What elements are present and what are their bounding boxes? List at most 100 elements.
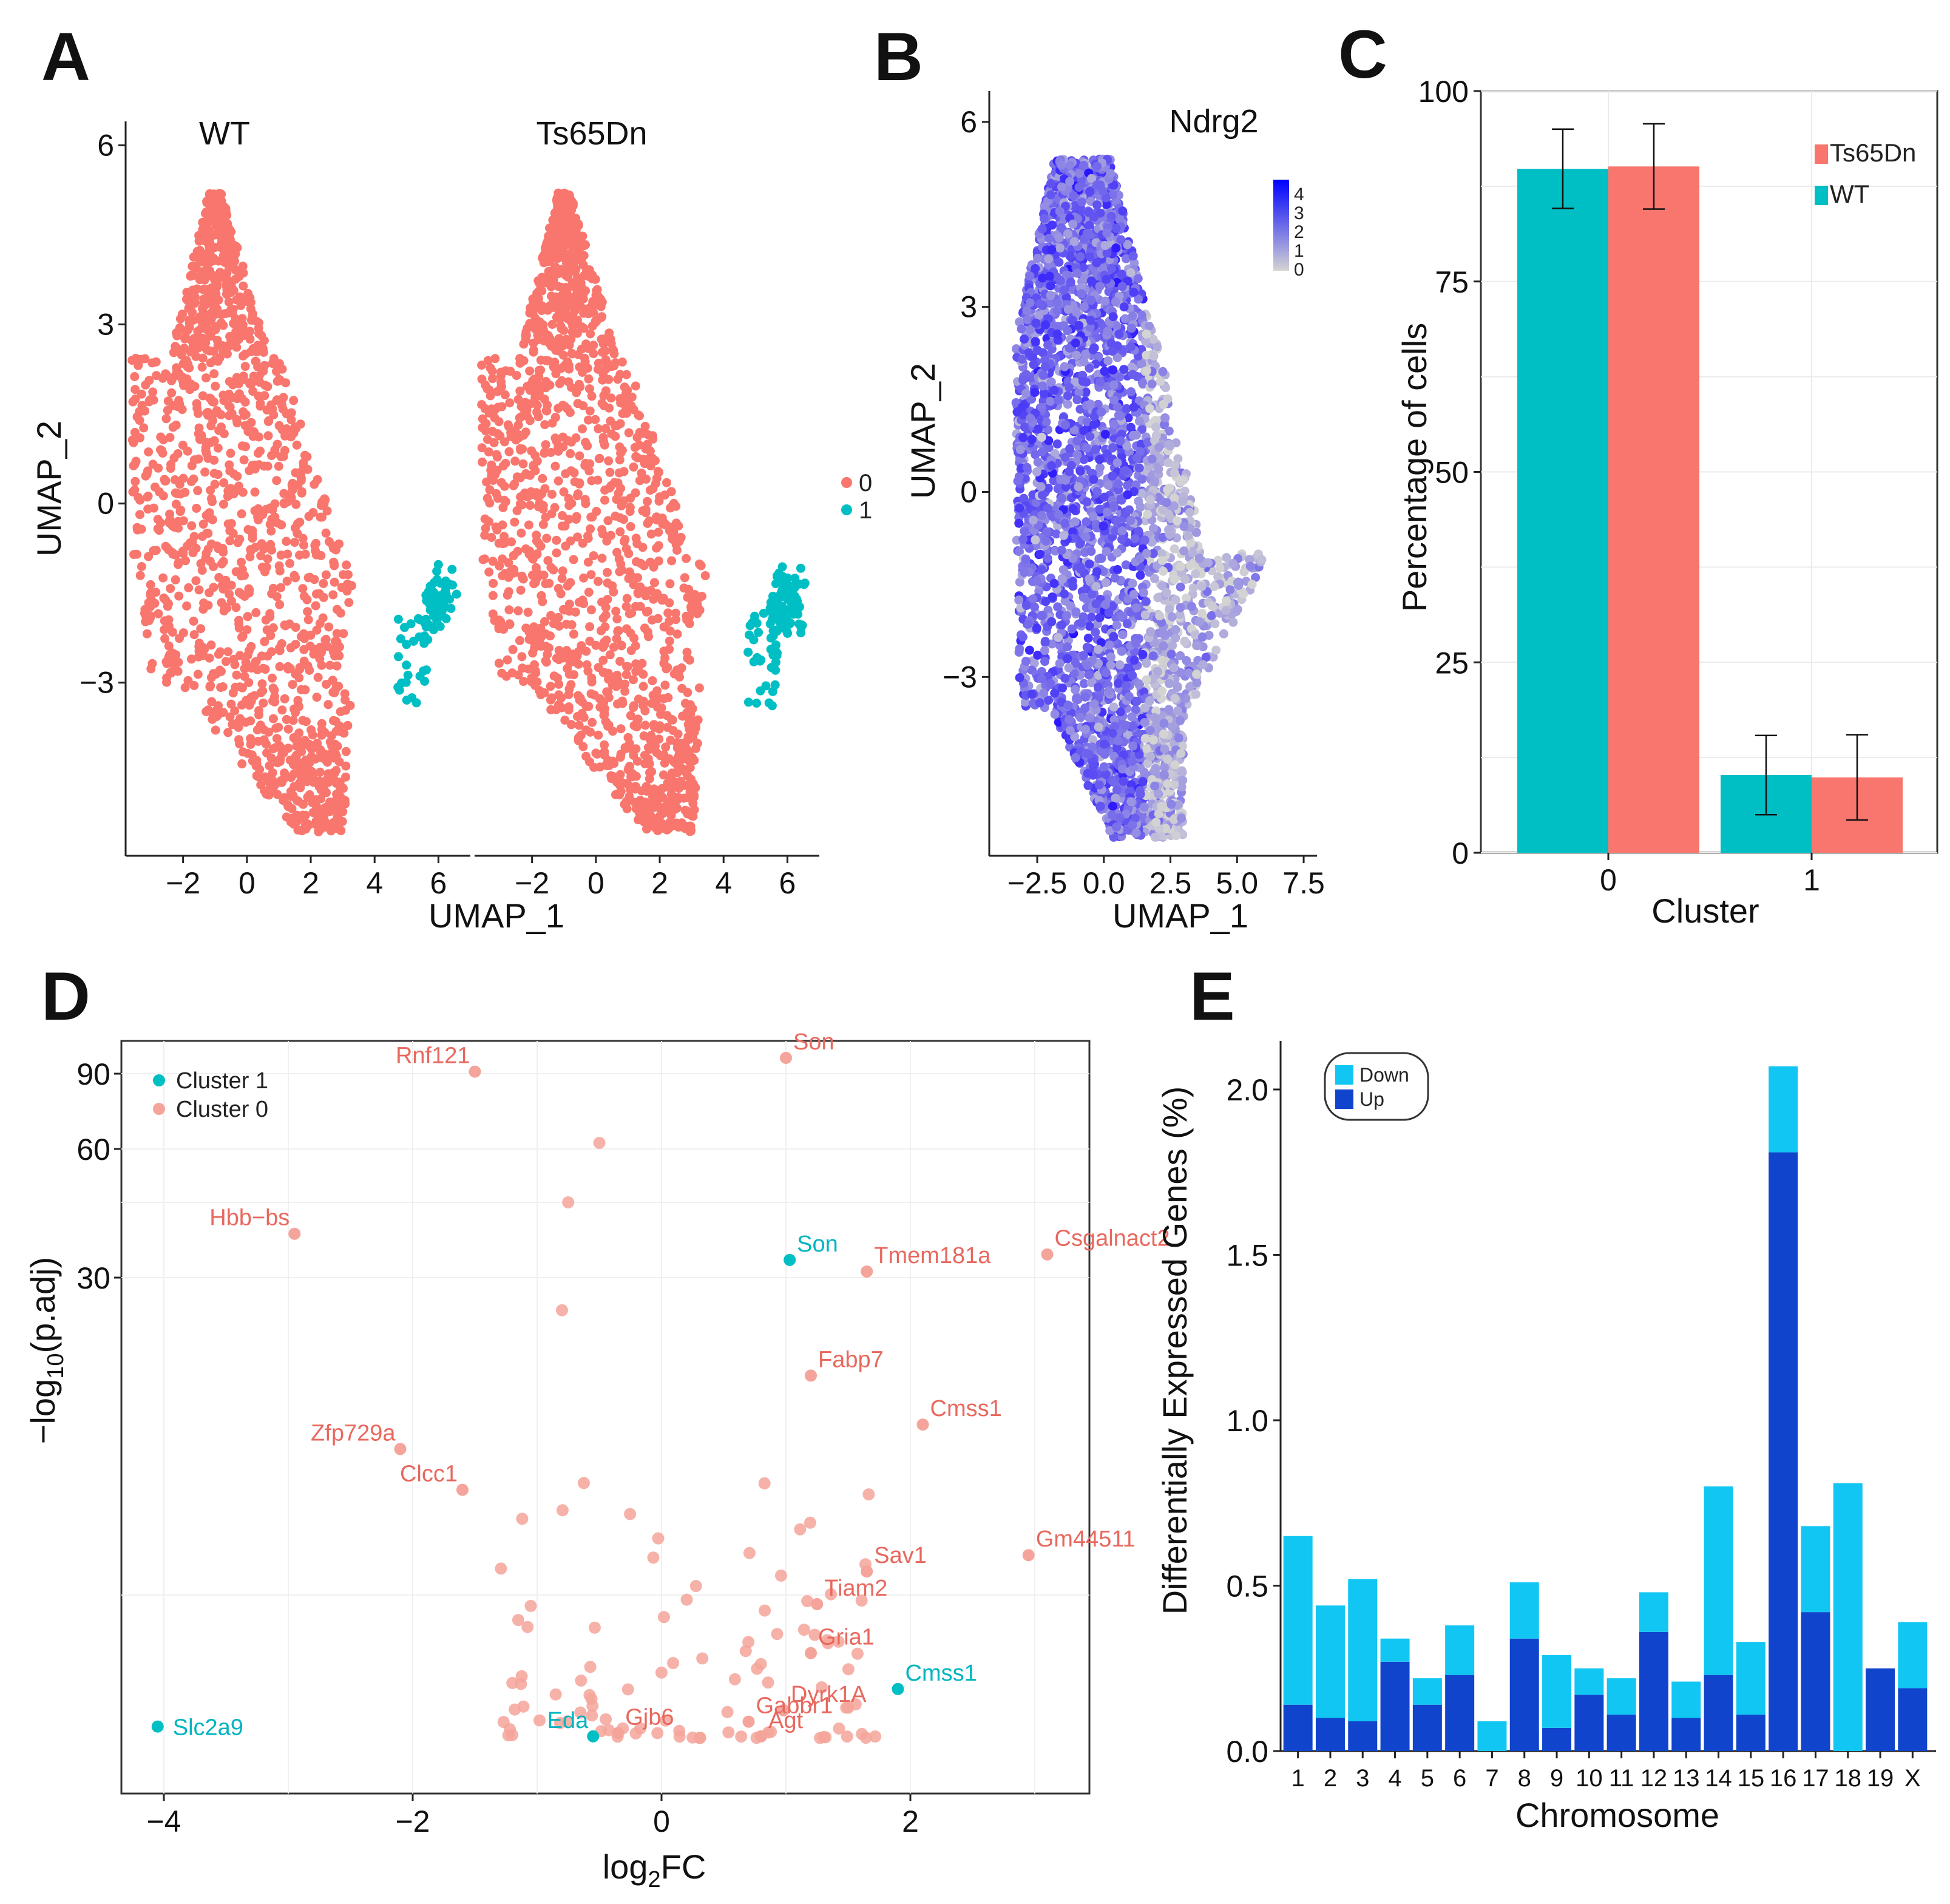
point-cluster0-wt — [268, 714, 278, 723]
point-cluster0-wt — [341, 772, 351, 782]
point-cluster0-wt — [207, 494, 216, 503]
point-cluster1-ts65dn — [745, 621, 755, 631]
point-cluster0-ts65dn — [665, 645, 674, 654]
point-cluster0-wt — [194, 454, 203, 464]
point-ndrg2-expression — [1068, 316, 1077, 325]
point-cluster0-wt — [275, 646, 285, 656]
panel-label-b: B — [874, 19, 923, 95]
point-cluster0-ts65dn — [480, 514, 490, 524]
point-cluster1-ts65dn — [768, 686, 777, 696]
point-cluster0-wt — [325, 660, 335, 670]
point-cluster0-ts65dn — [540, 617, 549, 626]
point-cluster0-ts65dn — [630, 798, 640, 807]
point-cluster0-wt — [193, 486, 203, 495]
point-cluster0-wt — [322, 680, 331, 689]
point-cluster0-ts65dn — [505, 619, 515, 629]
point-cluster0-ts65dn — [533, 294, 543, 303]
point-cluster0-wt — [289, 704, 299, 714]
point-cluster0-wt — [311, 601, 320, 611]
point-cluster0-ts65dn — [566, 680, 576, 689]
point-cluster0-ts65dn — [538, 252, 548, 262]
point-cluster0-wt — [167, 388, 177, 398]
point-cluster0-ts65dn — [510, 517, 520, 527]
point-cluster0-ts65dn — [685, 656, 694, 665]
point-cluster0-wt — [293, 696, 303, 705]
point-cluster0-wt — [245, 334, 255, 344]
point-cluster0-wt — [228, 305, 238, 314]
point-cluster0-wt — [222, 603, 232, 613]
point-cluster0-ts65dn — [589, 551, 598, 561]
point-cluster0-ts65dn — [517, 571, 527, 581]
point-cluster0-wt — [231, 242, 241, 251]
point-cluster0-wt — [222, 270, 231, 280]
point-cluster0-ts65dn — [580, 495, 590, 504]
point-cluster0-wt — [146, 591, 155, 600]
point-cluster0-ts65dn — [624, 549, 634, 558]
point-cluster0-ts65dn — [666, 487, 676, 496]
point-ndrg2-expression — [1049, 476, 1058, 486]
point-cluster0-ts65dn — [694, 683, 704, 693]
point-cluster0-ts65dn — [692, 609, 702, 618]
point-cluster0-ts65dn — [545, 223, 554, 233]
point-cluster1-ts65dn — [790, 608, 800, 618]
point-cluster1-ts65dn — [754, 628, 763, 637]
point-cluster0-wt — [291, 500, 301, 509]
point-ndrg2-expression — [1134, 526, 1143, 536]
point-cluster0-wt — [322, 788, 331, 798]
point-cluster0-wt — [178, 372, 187, 382]
point-cluster0-wt — [339, 728, 349, 738]
point-cluster0-ts65dn — [633, 573, 643, 583]
x-ticks-a: −2 −20 02 24 46 6 — [166, 856, 796, 900]
point-cluster0-ts65dn — [653, 702, 662, 712]
point-cluster0-ts65dn — [604, 456, 614, 466]
point-cluster0-wt — [264, 416, 274, 425]
point-cluster0-ts65dn — [682, 554, 691, 563]
point-cluster0-ts65dn — [514, 430, 524, 440]
point-cluster0-wt — [324, 537, 334, 546]
point-cluster0-ts65dn — [489, 578, 498, 588]
point-cluster0-ts65dn — [597, 554, 607, 563]
point-cluster0-wt — [144, 447, 154, 457]
legend-a: 0 1 — [841, 470, 872, 524]
point-cluster0-ts65dn — [622, 804, 632, 813]
point-cluster0-ts65dn — [571, 433, 581, 442]
point-cluster0-wt — [158, 435, 168, 445]
point-cluster0-ts65dn — [638, 543, 648, 552]
point-cluster0-wt — [299, 540, 308, 550]
point-cluster0-ts65dn — [581, 751, 591, 761]
point-cluster0-wt — [131, 456, 141, 466]
point-cluster0-wt — [280, 621, 290, 631]
point-cluster0-ts65dn — [595, 694, 604, 703]
point-cluster0-ts65dn — [631, 452, 641, 461]
point-cluster0-wt — [196, 624, 206, 634]
point-cluster0-wt — [279, 452, 288, 461]
point-cluster0-wt — [219, 478, 229, 487]
point-cluster0-wt — [198, 651, 208, 660]
point-cluster0-wt — [235, 739, 245, 749]
point-cluster0-wt — [243, 427, 253, 436]
point-cluster0-wt — [343, 579, 353, 589]
umap-points-ndrg2 — [1011, 154, 1267, 842]
point-cluster0-wt — [184, 583, 194, 592]
point-cluster0-wt — [327, 731, 336, 740]
point-cluster0-wt — [291, 736, 301, 745]
point-cluster0-ts65dn — [581, 459, 591, 468]
point-cluster0-wt — [282, 537, 291, 546]
point-cluster0-ts65dn — [584, 374, 594, 384]
point-cluster0-ts65dn — [598, 529, 608, 539]
point-cluster0-wt — [308, 808, 318, 818]
point-cluster0-wt — [275, 662, 285, 671]
point-cluster0-wt — [214, 256, 223, 266]
point-cluster0-ts65dn — [621, 408, 631, 418]
point-cluster0-wt — [340, 796, 350, 805]
point-cluster0-ts65dn — [624, 428, 634, 438]
point-cluster0-ts65dn — [492, 525, 502, 535]
point-cluster0-wt — [192, 246, 202, 256]
point-cluster0-ts65dn — [682, 611, 691, 621]
point-cluster0-wt — [201, 285, 211, 294]
point-cluster0-ts65dn — [667, 556, 677, 566]
point-cluster0-ts65dn — [602, 761, 612, 771]
point-cluster0-wt — [263, 554, 273, 564]
point-cluster0-wt — [209, 369, 219, 379]
point-cluster0-wt — [237, 589, 247, 599]
